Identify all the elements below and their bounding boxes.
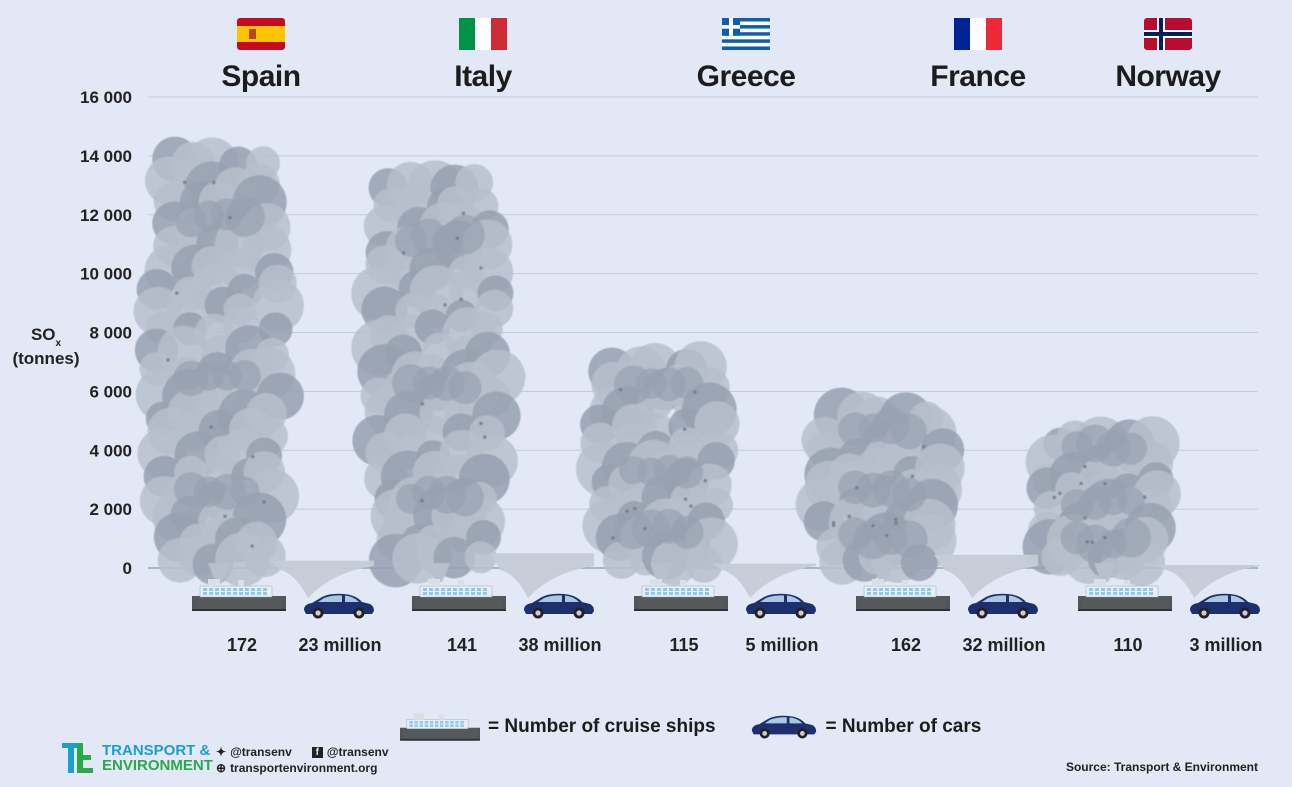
country-label-italy: Italy [454, 60, 512, 93]
y-tick-label: 6 000 [89, 382, 132, 401]
y-axis-unit: (tonnes) [12, 349, 79, 368]
car-icon [524, 593, 594, 619]
car-icon [751, 715, 816, 739]
car-icon [746, 593, 816, 619]
twitter-handle[interactable]: @transenv [230, 745, 292, 759]
te-logo-icon [62, 743, 93, 773]
legend: = Number of cruise ships = Number of car… [400, 708, 1007, 746]
cruise-ship-icon [191, 578, 287, 612]
brand-logo: TRANSPORT & ENVIRONMENT [62, 743, 213, 773]
y-tick-label: 0 [123, 559, 132, 578]
ship-count-label: 110 [1113, 635, 1142, 655]
legend-ships-label: = Number of cruise ships [488, 716, 716, 737]
cruise-ship-icon [1077, 578, 1173, 612]
car-count-label: 5 million [745, 635, 818, 655]
y-tick-label: 16 000 [80, 88, 132, 107]
car-icon [1190, 593, 1260, 619]
car-count-label: 32 million [962, 635, 1045, 655]
legend-cars: = Number of cars [750, 714, 982, 740]
italy-flag-icon [459, 18, 507, 50]
car-emission-bar-france [934, 554, 1038, 598]
twitter-icon: ✦ [216, 745, 227, 759]
source-note: Source: Transport & Environment [1065, 760, 1258, 774]
smoke-bar-spain [133, 136, 304, 587]
legend-cars-label: = Number of cars [825, 716, 982, 737]
france-flag-icon [954, 18, 1002, 50]
social-links: ✦ @transenv f @transenv ⊕ transportenvir… [216, 744, 389, 776]
smoke-bar-norway [1022, 416, 1181, 587]
car-emission-bar-greece [712, 563, 816, 598]
car-icon [968, 593, 1038, 619]
so2-emissions-chart: 16 000 14 000 12 000 10 000 8 000 6 000 4 000 2… [12, 18, 1263, 655]
globe-icon: ⊕ [216, 761, 227, 775]
car-emission-bar-norway [1156, 565, 1260, 598]
smoke-bar-france [795, 387, 965, 585]
country-label-spain: Spain [221, 60, 300, 93]
ship-count-label: 115 [669, 635, 698, 655]
smoke-bar-greece [576, 341, 740, 586]
country-label-norway: Norway [1115, 60, 1221, 93]
y-tick-label: 14 000 [80, 147, 132, 166]
legend-ships: = Number of cruise ships [400, 710, 716, 744]
ship-count-label: 162 [891, 635, 921, 655]
car-emission-bar-spain [270, 560, 374, 598]
car-count-label: 38 million [518, 635, 601, 655]
brand-line-2: ENVIRONMENT [102, 757, 213, 774]
cruise-ship-icon [411, 578, 507, 612]
facebook-icon: f [311, 746, 323, 758]
norway-flag-icon [1144, 18, 1192, 50]
y-tick-label: 10 000 [80, 265, 132, 284]
car-count-label: 23 million [298, 635, 381, 655]
brand-line-1: TRANSPORT & [102, 742, 211, 759]
cruise-ship-icon [855, 578, 951, 612]
website-link[interactable]: transportenvironment.org [230, 761, 378, 775]
y-tick-label: 12 000 [80, 206, 132, 225]
country-label-greece: Greece [697, 60, 796, 93]
greece-flag-icon [722, 18, 770, 50]
spain-flag-icon [237, 18, 285, 50]
smoke-bar-italy [351, 160, 526, 588]
car-count-label: 3 million [1189, 635, 1262, 655]
cruise-ship-icon [400, 712, 480, 742]
country-label-france: France [930, 60, 1025, 93]
car-icon [304, 593, 374, 619]
facebook-handle[interactable]: @transenv [326, 745, 389, 759]
ship-count-label: 172 [227, 635, 257, 655]
y-tick-label: 8 000 [89, 324, 132, 343]
y-axis-title: SOx [31, 325, 62, 349]
cruise-ship-icon [633, 578, 729, 612]
ship-count-label: 141 [447, 635, 477, 655]
y-tick-label: 2 000 [89, 500, 132, 519]
y-tick-label: 4 000 [89, 441, 132, 460]
car-emission-bar-italy [490, 553, 594, 598]
